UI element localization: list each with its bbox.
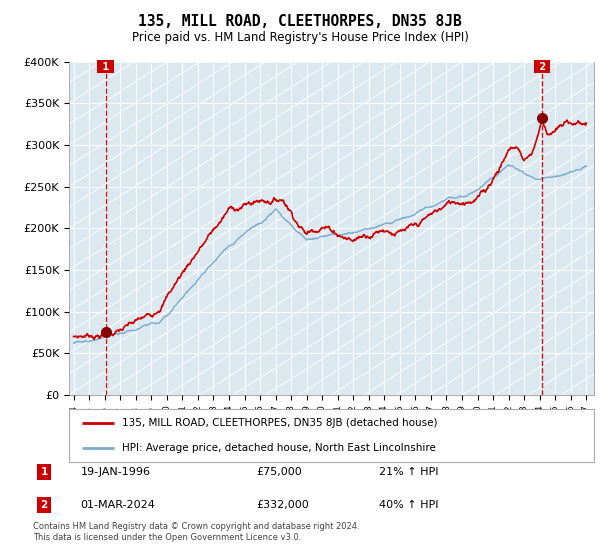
Text: This data is licensed under the Open Government Licence v3.0.: This data is licensed under the Open Gov… (33, 533, 301, 542)
Text: £75,000: £75,000 (256, 467, 302, 477)
Text: HPI: Average price, detached house, North East Lincolnshire: HPI: Average price, detached house, Nort… (121, 442, 436, 452)
Text: Contains HM Land Registry data © Crown copyright and database right 2024.: Contains HM Land Registry data © Crown c… (33, 522, 359, 531)
Text: 135, MILL ROAD, CLEETHORPES, DN35 8JB (detached house): 135, MILL ROAD, CLEETHORPES, DN35 8JB (d… (121, 418, 437, 428)
Text: 19-JAN-1996: 19-JAN-1996 (80, 467, 151, 477)
Text: 2: 2 (41, 500, 48, 510)
Text: 135, MILL ROAD, CLEETHORPES, DN35 8JB: 135, MILL ROAD, CLEETHORPES, DN35 8JB (138, 14, 462, 29)
FancyBboxPatch shape (69, 409, 594, 462)
Text: £332,000: £332,000 (256, 500, 309, 510)
Text: 40% ↑ HPI: 40% ↑ HPI (379, 500, 439, 510)
Text: 01-MAR-2024: 01-MAR-2024 (80, 500, 155, 510)
Text: 21% ↑ HPI: 21% ↑ HPI (379, 467, 439, 477)
Text: 2: 2 (536, 62, 549, 72)
Text: 1: 1 (99, 62, 112, 72)
Text: 1: 1 (41, 467, 48, 477)
Text: Price paid vs. HM Land Registry's House Price Index (HPI): Price paid vs. HM Land Registry's House … (131, 31, 469, 44)
